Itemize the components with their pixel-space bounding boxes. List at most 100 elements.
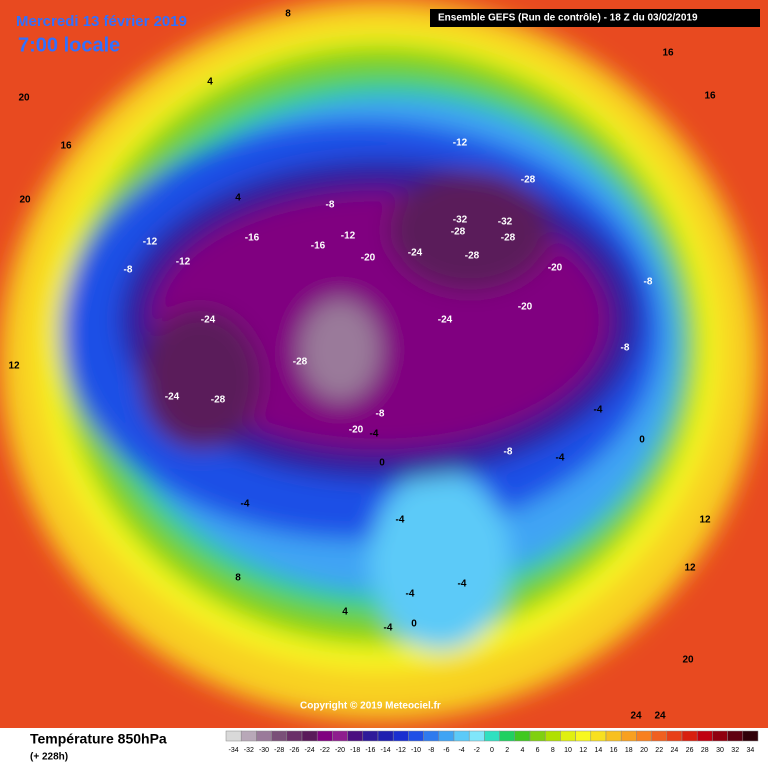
legend-tick-label: -24 xyxy=(305,747,315,754)
legend-tick-label: -6 xyxy=(443,747,449,754)
legend-tick-label: -28 xyxy=(274,747,284,754)
legend-tick-label: -2 xyxy=(474,747,480,754)
legend-swatch xyxy=(620,730,637,742)
legend-tick-label: 0 xyxy=(490,747,494,754)
contour-label: 4 xyxy=(207,77,213,88)
legend-tick-label: -14 xyxy=(381,747,391,754)
contour-label: -8 xyxy=(124,265,133,276)
contour-label: 12 xyxy=(8,361,20,372)
contour-label: -28 xyxy=(293,357,308,368)
legend-swatch xyxy=(605,730,622,742)
contour-label: -28 xyxy=(521,175,536,186)
legend-tick-label: 28 xyxy=(701,747,709,754)
legend: -34 -32 -30 -28 -26 -24 -22 -20 -18 -16 -14 -12 -10-… xyxy=(225,730,759,754)
legend-tick-label: 8 xyxy=(551,747,555,754)
legend-tick-label: 20 xyxy=(640,747,648,754)
legend-swatch xyxy=(529,730,546,742)
contour-label: -4 xyxy=(396,515,405,526)
legend-tick-label: -34 xyxy=(229,747,239,754)
legend-swatch xyxy=(408,730,424,742)
run-box xyxy=(430,9,760,27)
copyright: Copyright © 2019 Meteociel.fr xyxy=(300,701,441,712)
contour-label: 24 xyxy=(630,711,642,722)
contour-label: -28 xyxy=(501,233,516,244)
contour-label: -8 xyxy=(376,409,385,420)
legend-tick-label: -16 xyxy=(365,747,375,754)
legend-tick-label: 26 xyxy=(686,747,694,754)
legend-tick-label: 30 xyxy=(716,747,724,754)
legend-tick-label: -10 xyxy=(411,747,421,754)
run-info: Ensemble GEFS (Run de contrôle) - 18 Z d… xyxy=(438,13,698,24)
legend-swatch xyxy=(560,730,576,742)
contour-label: 20 xyxy=(682,655,694,666)
legend-tick-label: -30 xyxy=(259,747,269,754)
legend-swatch xyxy=(301,730,318,742)
legend-swatch xyxy=(666,730,683,742)
contour-label: -12 xyxy=(341,231,356,242)
legend-swatch xyxy=(286,730,303,742)
contour-label: -20 xyxy=(361,253,376,264)
legend-swatch xyxy=(453,730,470,742)
contour-label: -20 xyxy=(349,425,364,436)
legend-swatch xyxy=(590,730,607,742)
legend-swatch xyxy=(636,730,652,742)
legend-swatch xyxy=(392,730,409,742)
legend-swatch xyxy=(727,730,744,742)
contour-label: -4 xyxy=(384,623,393,634)
contour-label: -24 xyxy=(165,392,180,403)
lead-time: (+ 228h) xyxy=(30,752,68,763)
legend-swatch xyxy=(240,730,257,742)
time: 7:00 locale xyxy=(18,34,120,56)
legend-tick-label: 24 xyxy=(671,747,679,754)
legend-swatch xyxy=(651,730,668,742)
legend-swatch xyxy=(271,730,288,742)
legend-tick-label: 14 xyxy=(595,747,603,754)
contour-label: -28 xyxy=(451,227,466,238)
legend-swatch xyxy=(225,730,242,742)
legend-tick-label: 12 xyxy=(579,747,587,754)
contour-label: -28 xyxy=(465,251,480,262)
contour-label: -4 xyxy=(594,405,603,416)
legend-swatch xyxy=(484,730,500,742)
contour-label: 12 xyxy=(684,563,696,574)
contour-label: -28 xyxy=(211,395,226,406)
legend-tick-label: 34 xyxy=(747,747,755,754)
contour-label: -4 xyxy=(458,579,467,590)
contour-label: -32 xyxy=(498,217,513,228)
legend-tick-label: -20 xyxy=(335,747,345,754)
contour-label: 16 xyxy=(60,141,72,152)
contour-label: -24 xyxy=(201,315,216,326)
contour-label: -16 xyxy=(311,241,326,252)
legend-swatch xyxy=(544,730,561,742)
contour-label: -8 xyxy=(644,277,653,288)
legend-swatch xyxy=(468,730,485,742)
legend-tick-label: 16 xyxy=(610,747,618,754)
contour-label: -24 xyxy=(408,248,423,259)
contour-label: 0 xyxy=(639,435,645,446)
contour-label: -24 xyxy=(438,315,453,326)
contour-label: -12 xyxy=(143,237,158,248)
legend-tick-label: -12 xyxy=(396,747,406,754)
contour-label: -8 xyxy=(621,343,630,354)
contour-label: 0 xyxy=(379,458,385,469)
contour-label: 8 xyxy=(235,573,241,584)
contour-labels: -12-28-32 -32-28-28-28-20-24-20-20-24-24-… xyxy=(8,9,716,722)
legend-tick-label: -18 xyxy=(350,747,360,754)
temperature-field xyxy=(0,0,760,720)
contour-label: -4 xyxy=(556,453,565,464)
legend-swatch xyxy=(514,730,531,742)
legend-swatch xyxy=(438,730,455,742)
contour-label: 24 xyxy=(654,711,666,722)
contour-label: 16 xyxy=(662,48,674,59)
legend-tick-label: -22 xyxy=(320,747,330,754)
legend-tick-label: 18 xyxy=(625,747,633,754)
contour-label: -12 xyxy=(176,257,191,268)
legend-swatch xyxy=(575,730,592,742)
contour-label: -8 xyxy=(326,200,335,211)
legend-tick-label: -8 xyxy=(428,747,434,754)
contour-label: 0 xyxy=(411,619,417,630)
contour-label: 20 xyxy=(18,93,30,104)
legend-swatch xyxy=(696,730,713,742)
legend-swatch xyxy=(316,730,333,742)
legend-tick-label: -4 xyxy=(458,747,464,754)
